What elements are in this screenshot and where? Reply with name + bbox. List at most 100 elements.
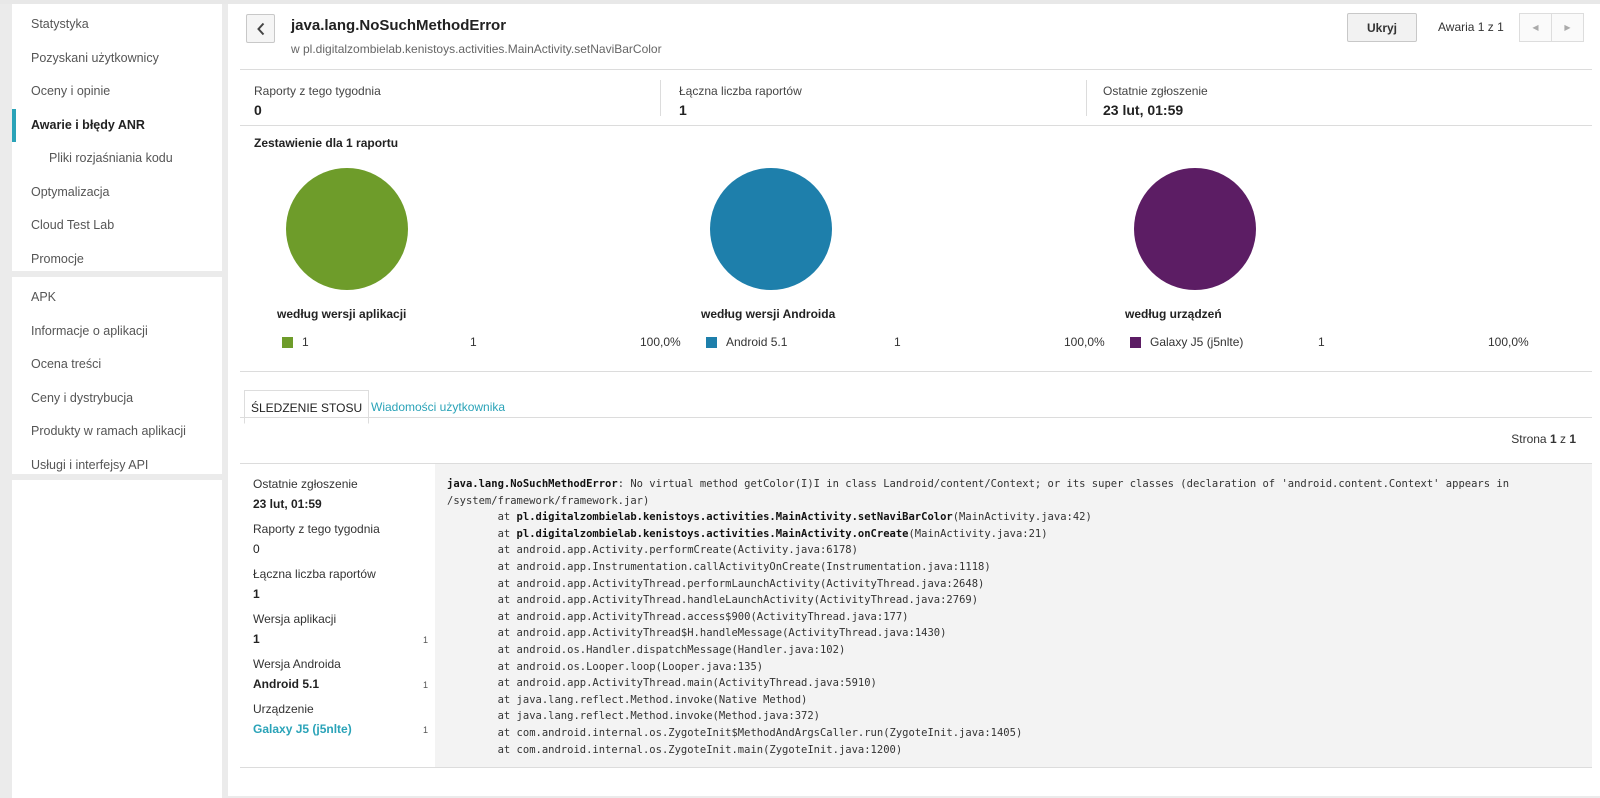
- sidebar-item-cloud-test-lab[interactable]: Cloud Test Lab: [31, 218, 115, 232]
- sidebar-group-main: Statystyka Pozyskani użytkownicy Oceny i…: [12, 4, 222, 271]
- report-detail-panel: Ostatnie zgłoszenie 23 lut, 01:59 Raport…: [240, 463, 1592, 768]
- sidebar-item-promotions[interactable]: Promocje: [31, 251, 84, 266]
- sidebar-item-pricing-distribution[interactable]: Ceny i dystrybucja: [31, 390, 134, 405]
- sidebar-item-optimization[interactable]: Optymalizacja: [31, 184, 110, 199]
- frame-prefix: at: [447, 627, 517, 640]
- meta-value: Android 5.1: [253, 677, 320, 691]
- frame-prefix: at: [447, 677, 517, 690]
- header-divider: [240, 69, 1592, 70]
- frame-location: (ZygoteInit.java:1200): [763, 743, 903, 756]
- frame-location: (ActivityThread.java:1430): [782, 627, 947, 640]
- stack-frame: at android.app.ActivityThread.access$900…: [447, 609, 1582, 626]
- frame-location: (MainActivity.java:21): [908, 527, 1048, 540]
- sidebar-item-deobfuscation-files[interactable]: Pliki rozjaśniania kodu: [49, 151, 173, 165]
- meta-total-reports: Łączna liczba raportów 1: [253, 567, 428, 601]
- frame-method: android.app.ActivityThread.access$900: [516, 610, 751, 623]
- stack-frame: at android.app.ActivityThread.main(Activ…: [447, 675, 1582, 692]
- frame-method: java.lang.reflect.Method.invoke: [516, 710, 713, 723]
- back-button[interactable]: [246, 14, 275, 43]
- stats-divider: [240, 125, 1592, 126]
- stack-frame: at java.lang.reflect.Method.invoke(Nativ…: [447, 692, 1582, 709]
- page-current: 1: [1549, 432, 1557, 446]
- legend-percent: 100,0%: [1488, 335, 1529, 349]
- summary-title: Zestawienie dla 1 raportu: [254, 136, 399, 150]
- pie-caption: według wersji Androida: [701, 307, 836, 321]
- stack-frame: at android.app.ActivityThread.handleLaun…: [447, 592, 1582, 609]
- sidebar-item-content-rating[interactable]: Ocena treści: [31, 357, 102, 371]
- stack-frame: at com.android.internal.os.ZygoteInit$Me…: [447, 725, 1582, 742]
- frame-method: android.os.Looper.loop: [516, 660, 656, 673]
- frame-location: (ActivityThread.java:2769): [813, 594, 979, 607]
- sidebar-filler: [12, 480, 222, 798]
- frame-prefix: at: [447, 710, 517, 723]
- frame-method: android.app.ActivityThread.main: [516, 677, 713, 690]
- triangle-left-icon: ◀: [1532, 23, 1539, 32]
- android-version-pie[interactable]: [710, 168, 832, 290]
- device-link[interactable]: Galaxy J5 (j5nlte): [253, 722, 352, 736]
- sidebar-group-app: APK Informacje o aplikacji Ocena treści …: [12, 277, 222, 474]
- tab-user-messages[interactable]: Wiadomości użytkownika: [371, 400, 506, 414]
- frame-location: (Looper.java:135): [655, 660, 764, 673]
- frame-method: pl.digitalzombielab.kenistoys.activities…: [516, 511, 953, 524]
- stat-total-reports: Łączna liczba raportów 1: [665, 70, 1085, 126]
- meta-count: 1: [422, 635, 428, 645]
- frame-prefix: at: [447, 693, 517, 706]
- meta-label: Ostatnie zgłoszenie: [253, 477, 358, 491]
- sidebar-item-acquired-users[interactable]: Pozyskani użytkownicy: [31, 50, 159, 65]
- frame-prefix: at: [447, 743, 517, 756]
- frame-location: (Native Method): [712, 693, 808, 706]
- sidebar-item-in-app-products[interactable]: Produkty w ramach aplikacji: [31, 424, 186, 438]
- frame-method: android.app.ActivityThread.performLaunch…: [516, 577, 820, 590]
- stack-frame: at android.app.ActivityThread.performLau…: [447, 576, 1582, 593]
- stat-label: Ostatnie zgłoszenie: [1103, 84, 1208, 98]
- frame-method: pl.digitalzombielab.kenistoys.activities…: [516, 527, 909, 540]
- legend-label: Galaxy J5 (j5nlte): [1150, 335, 1244, 349]
- legend-swatch: [282, 337, 293, 348]
- stat-week-reports: Raporty z tego tygodnia 0: [240, 70, 660, 126]
- stat-label: Łączna liczba raportów: [679, 84, 802, 98]
- stack-frame: at android.os.Handler.dispatchMessage(Ha…: [447, 642, 1582, 659]
- sidebar: Statystyka Pozyskani użytkownicy Oceny i…: [12, 4, 222, 798]
- next-crash-button[interactable]: ▶: [1551, 13, 1584, 42]
- stack-trace: java.lang.NoSuchMethodError: No virtual …: [447, 476, 1582, 758]
- android-version-breakdown: według wersji Androida Android 5.1 1 100…: [684, 164, 1105, 364]
- device-pie[interactable]: [1134, 168, 1256, 290]
- device-breakdown: według urządzeń Galaxy J5 (j5nlte) 1 100…: [1108, 164, 1529, 364]
- stat-separator: [1086, 80, 1087, 116]
- tab-stack-trace[interactable]: ŚLEDZENIE STOSU: [244, 390, 370, 424]
- legend-swatch: [1130, 337, 1141, 348]
- page-total: 1: [1569, 432, 1576, 446]
- sidebar-item-services-apis[interactable]: Usługi i interfejsy API: [31, 457, 149, 472]
- frame-location: (MainActivity.java:42): [952, 511, 1092, 524]
- frame-prefix: at: [447, 643, 517, 656]
- legend-label: 1: [302, 335, 309, 349]
- stack-frame: at android.app.Instrumentation.callActiv…: [447, 559, 1582, 576]
- frame-prefix: at: [447, 544, 517, 557]
- meta-value: 1: [253, 587, 260, 601]
- frame-location: (ActivityThread.java:2648): [819, 577, 985, 590]
- main-content: java.lang.NoSuchMethodError w pl.digital…: [228, 4, 1600, 796]
- meta-label: Urządzenie: [253, 702, 314, 716]
- previous-crash-button[interactable]: ◀: [1519, 13, 1552, 42]
- sidebar-item-apk[interactable]: APK: [31, 290, 57, 304]
- stack-frame: at android.app.ActivityThread$H.handleMe…: [447, 625, 1582, 642]
- sidebar-item-crashes-anrs[interactable]: Awarie i błędy ANR: [12, 108, 222, 143]
- sidebar-item-ratings-reviews[interactable]: Oceny i opinie: [31, 84, 111, 98]
- sidebar-item-app-info[interactable]: Informacje o aplikacji: [31, 323, 148, 338]
- legend-row: Android 5.1 1 100,0%: [684, 335, 1105, 351]
- frame-prefix: at: [447, 726, 517, 739]
- app-version-pie[interactable]: [286, 168, 408, 290]
- stat-label: Raporty z tego tygodnia: [254, 84, 381, 98]
- error-location: w pl.digitalzombielab.kenistoys.activiti…: [291, 42, 662, 56]
- legend-swatch: [706, 337, 717, 348]
- frame-location: (ActivityThread.java:177): [750, 610, 909, 623]
- frame-location: (Activity.java:6178): [731, 544, 858, 557]
- meta-value: 1: [253, 632, 260, 646]
- sidebar-item-statistics[interactable]: Statystyka: [31, 17, 89, 31]
- hide-button[interactable]: Ukryj: [1347, 13, 1417, 42]
- meta-android-version: Wersja Androida Android 5.1 1: [253, 657, 428, 691]
- meta-count: 1: [422, 725, 428, 735]
- frame-prefix: at: [447, 610, 517, 623]
- frame-prefix: at: [447, 660, 517, 673]
- frame-location: (ActivityThread.java:5910): [712, 677, 877, 690]
